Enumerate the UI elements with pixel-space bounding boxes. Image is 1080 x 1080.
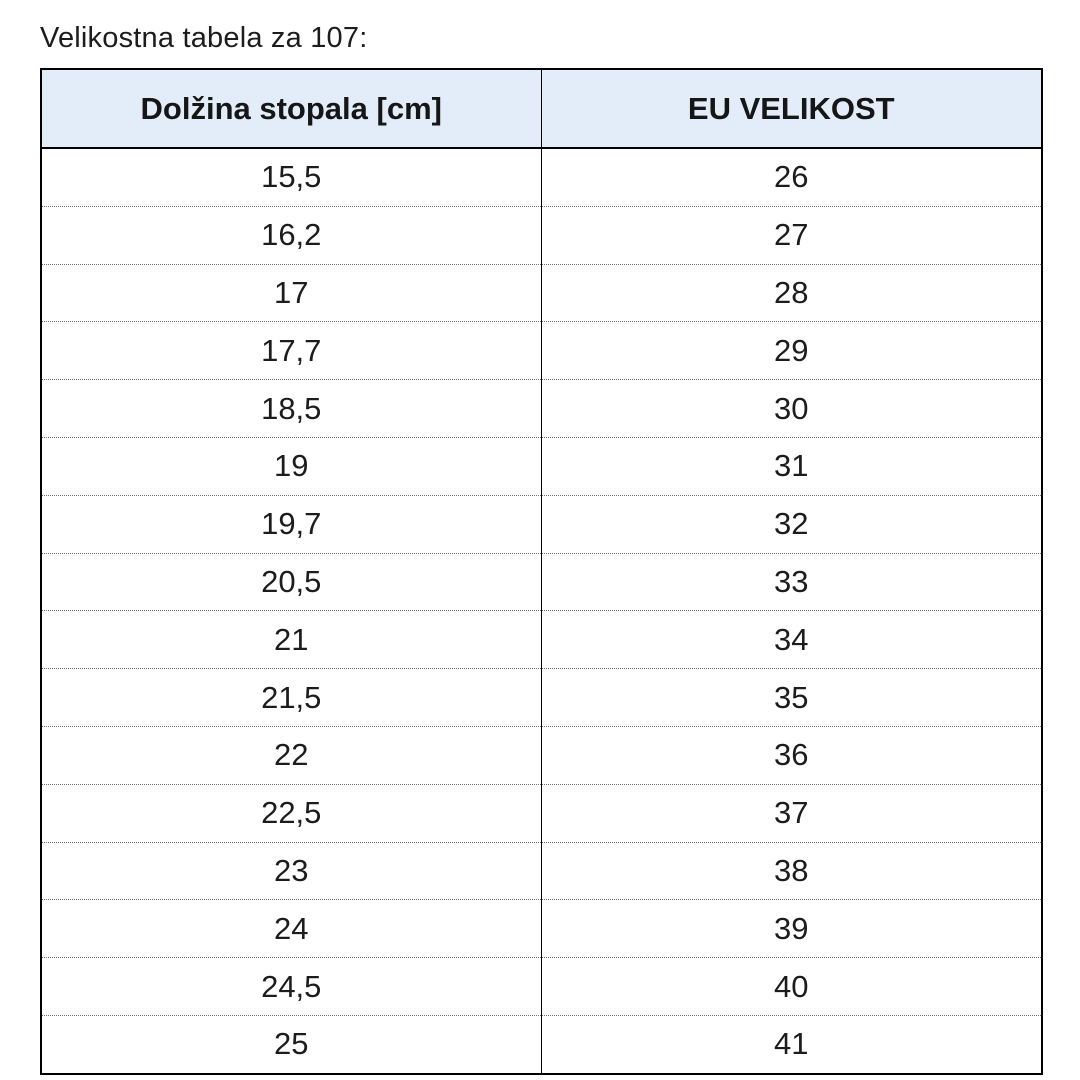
foot-length-cell: 16,2 bbox=[41, 206, 541, 265]
eu-size-cell: 33 bbox=[540, 553, 1042, 612]
eu-size-cell: 31 bbox=[540, 437, 1042, 496]
table-row: 19,7 32 bbox=[41, 495, 1042, 554]
foot-length-cell: 22,5 bbox=[41, 784, 541, 843]
eu-size-cell: 41 bbox=[540, 1015, 1042, 1074]
eu-size-cell: 27 bbox=[540, 206, 1042, 265]
table-row: 22,5 37 bbox=[41, 784, 1042, 843]
foot-length-cell: 25 bbox=[274, 1026, 309, 1062]
table-row: 24,5 40 bbox=[41, 957, 1042, 1016]
table-row: 17,7 29 bbox=[41, 321, 1042, 381]
header-foot-length: Dolžina stopala [cm] bbox=[41, 69, 541, 149]
table-row: 15,5 26 bbox=[41, 148, 1042, 207]
foot-length-cell: 19,7 bbox=[41, 495, 541, 554]
eu-size-cell: 34 bbox=[540, 610, 1042, 670]
foot-length-cell: 23 bbox=[41, 842, 541, 901]
foot-length-cell: 17 bbox=[41, 264, 541, 323]
table-row: 24 39 bbox=[41, 899, 1042, 959]
foot-length-cell: 21 bbox=[41, 610, 541, 670]
foot-length-cell: 15,5 bbox=[41, 148, 541, 207]
table-row: 21,5 35 bbox=[41, 668, 1042, 727]
eu-size-cell: 35 bbox=[540, 668, 1042, 727]
foot-length-cell: 17,7 bbox=[41, 321, 541, 381]
table-row: 25 41 bbox=[41, 1015, 1042, 1074]
foot-length-cell: 24,5 bbox=[41, 957, 541, 1016]
foot-length-cell: 22 bbox=[41, 726, 541, 785]
size-table-header: Dolžina stopala [cm] EU VELIKOST bbox=[41, 69, 1042, 149]
header-row: Dolžina stopala [cm] EU VELIKOST bbox=[41, 69, 1042, 149]
foot-length-cell: 20,5 bbox=[41, 553, 541, 612]
table-row: 16,2 27 bbox=[41, 206, 1042, 265]
table-row: 22 36 bbox=[41, 726, 1042, 785]
eu-size-cell: 29 bbox=[540, 321, 1042, 381]
table-row: 17 28 bbox=[41, 264, 1042, 323]
size-table: Dolžina stopala [cm] EU VELIKOST 15,5 26 1… bbox=[40, 68, 1043, 1075]
table-row: 23 38 bbox=[41, 842, 1042, 901]
eu-size-cell: 28 bbox=[540, 264, 1042, 323]
table-row: 18,5 30 bbox=[41, 379, 1042, 438]
foot-length-cell: 24 bbox=[41, 899, 541, 959]
size-table-body: 15,5 26 16,2 27 17 28 17,7 29 18,5 30 19 31 19,7 32 20… bbox=[41, 148, 1042, 1074]
header-eu-size: EU VELIKOST bbox=[540, 69, 1042, 149]
eu-size-cell: 37 bbox=[540, 784, 1042, 843]
foot-length-cell: 18,5 bbox=[41, 379, 541, 438]
page-title: Velikostna tabela za 107: bbox=[40, 22, 368, 54]
foot-length-cell: 21,5 bbox=[41, 668, 541, 727]
eu-size-cell: 39 bbox=[540, 899, 1042, 959]
eu-size-cell: 36 bbox=[540, 726, 1042, 785]
eu-size-cell: 40 bbox=[540, 957, 1042, 1016]
eu-size-cell: 32 bbox=[540, 495, 1042, 554]
table-row: 20,5 33 bbox=[41, 553, 1042, 612]
eu-size-cell: 38 bbox=[540, 842, 1042, 901]
foot-length-cell: 19 bbox=[41, 437, 541, 496]
eu-size-cell: 30 bbox=[540, 379, 1042, 438]
table-row: 19 31 bbox=[41, 437, 1042, 496]
eu-size-cell: 26 bbox=[540, 148, 1042, 207]
table-row: 21 34 bbox=[41, 610, 1042, 670]
